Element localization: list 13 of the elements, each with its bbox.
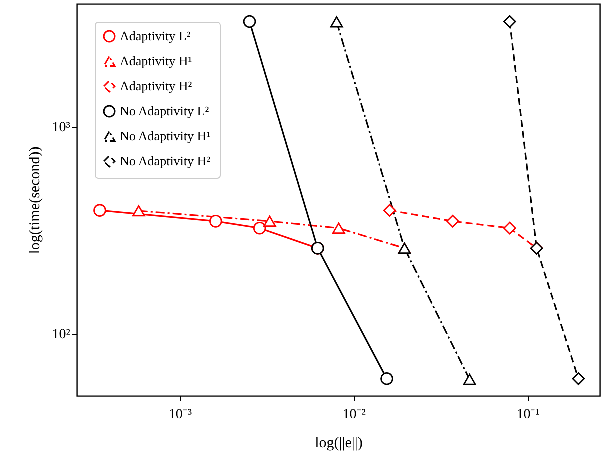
legend-label: Adaptivity L² bbox=[120, 28, 191, 44]
legend-label: Adaptivity H² bbox=[120, 78, 192, 94]
y-axis-title: log(time(second)) bbox=[27, 146, 44, 254]
x-axis-title: log(||e||) bbox=[315, 436, 363, 452]
legend-label: No Adaptivity H¹ bbox=[120, 128, 211, 144]
legend-label: No Adaptivity L² bbox=[120, 104, 210, 118]
y-tick-label: 10³ bbox=[52, 120, 70, 136]
y-tick-label: 10² bbox=[52, 327, 70, 342]
legend-label: No Adaptivity H² bbox=[120, 154, 211, 168]
x-tick-label: 10⁻¹ bbox=[516, 408, 540, 422]
x-tick-label: 10⁻² bbox=[342, 408, 366, 422]
legend-label: Adaptivity H¹ bbox=[120, 54, 192, 68]
x-tick-label: 10⁻³ bbox=[168, 408, 192, 422]
